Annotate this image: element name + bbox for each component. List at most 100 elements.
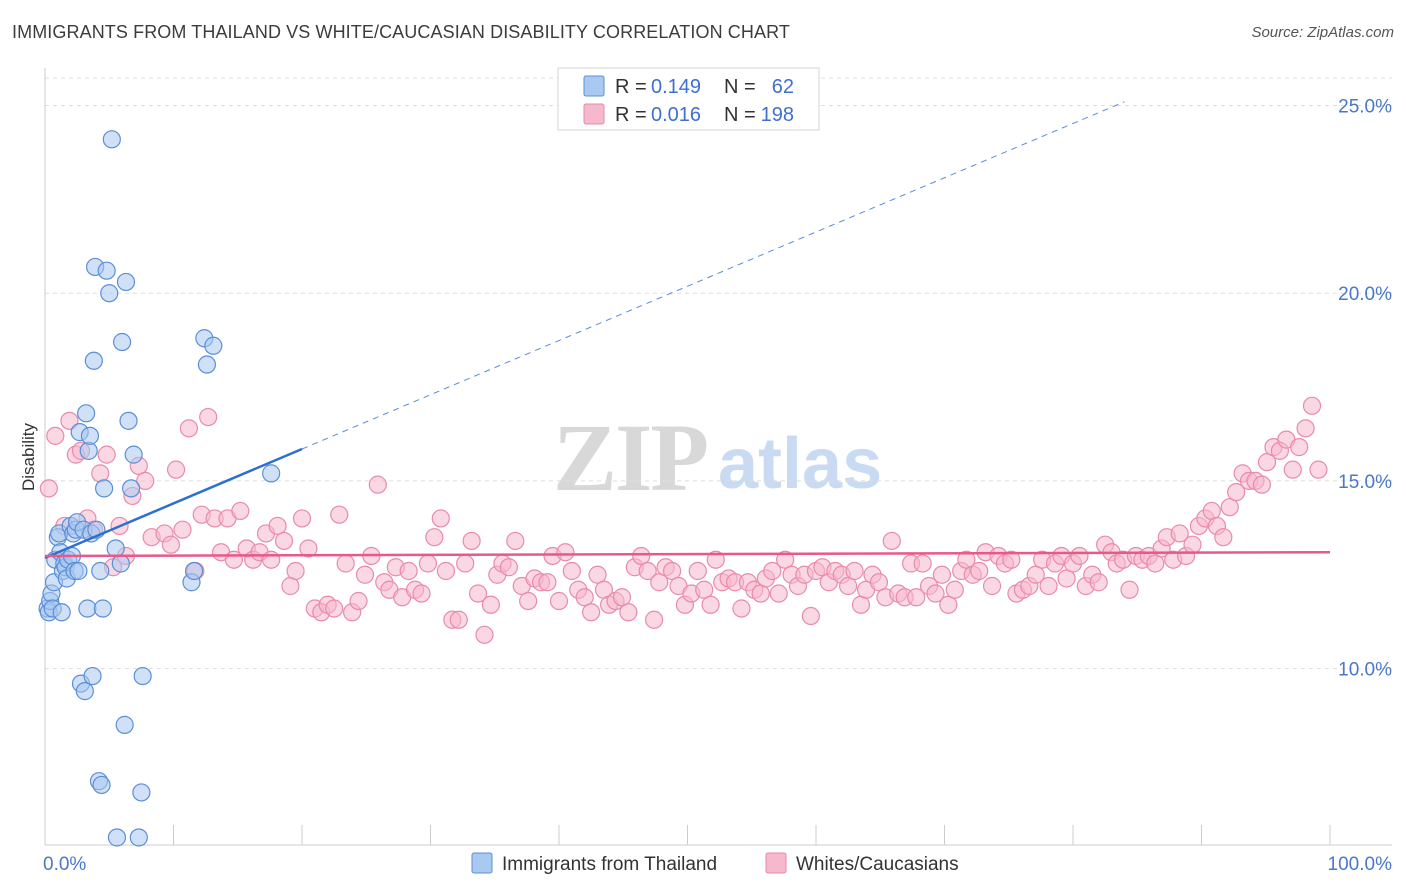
thailand-point-41 — [97, 261, 116, 280]
whites-point-40 — [299, 539, 318, 558]
whites-point-175 — [1146, 554, 1165, 573]
whites-point-179 — [1170, 524, 1189, 543]
whites-point-186 — [1214, 528, 1233, 547]
whites-point-65 — [456, 554, 475, 573]
thailand-point-28 — [78, 599, 97, 618]
thailand-point-54 — [132, 783, 151, 802]
y-tick-label-15: 15.0% — [1338, 472, 1392, 493]
whites-point-21 — [179, 419, 199, 438]
whites-point-35 — [268, 516, 287, 536]
whites-point-98 — [662, 561, 682, 581]
trend-line-thailand — [44, 447, 303, 559]
thailand-point-47 — [112, 332, 132, 352]
whites-point-96 — [650, 573, 669, 592]
whites-point-8 — [91, 464, 110, 483]
series-legend: Immigrants from Thailand Whites/Caucasia… — [471, 852, 959, 875]
thailand-point-39 — [93, 599, 112, 618]
whites-point-116 — [776, 550, 795, 569]
whites-point-152 — [1002, 550, 1021, 569]
whites-point-56 — [399, 561, 418, 581]
whites-point-131 — [869, 573, 889, 592]
series-legend-swatch-whites — [765, 852, 787, 874]
whites-point-201 — [1309, 460, 1328, 479]
thailand-point-29 — [79, 441, 98, 460]
whites-point-24 — [199, 407, 218, 427]
whites-point-127 — [845, 561, 864, 581]
legend-swatch-pink — [583, 103, 605, 125]
whites-point-149 — [982, 576, 1002, 596]
whites-point-36 — [274, 531, 294, 551]
y-axis-title: Disability — [19, 422, 38, 491]
thailand-point-49 — [116, 272, 136, 292]
thailand-point-48 — [115, 715, 134, 734]
legend-n-value-pink: 198 — [761, 104, 794, 126]
thailand-point-27 — [77, 404, 96, 423]
whites-point-59 — [418, 554, 438, 573]
source-credit: Source: ZipAtlas.com — [1251, 24, 1394, 41]
whites-point-141 — [932, 565, 952, 584]
whites-point-81 — [556, 543, 575, 562]
thailand-point-26 — [75, 682, 94, 701]
whites-point-85 — [582, 603, 601, 622]
y-tick-labels: 10.0% 15.0% 20.0% 25.0% — [1338, 97, 1392, 681]
correlation-legend: R = 0.149 N = 62 R = 0.016 N = 198 — [557, 67, 820, 131]
legend-r-label-blue: R = — [615, 76, 647, 98]
whites-point-82 — [562, 561, 581, 581]
whites-point-72 — [499, 558, 518, 577]
whites-point-37 — [281, 576, 300, 596]
thailand-point-55 — [133, 666, 152, 686]
whites-point-200 — [1302, 396, 1322, 415]
whites-point-58 — [412, 584, 431, 603]
whites-point-171 — [1120, 580, 1139, 599]
whites-point-126 — [839, 576, 858, 596]
whites-point-3 — [60, 411, 79, 430]
thailand-point-50 — [119, 411, 138, 430]
whites-point-192 — [1252, 475, 1271, 494]
whites-point-44 — [325, 599, 344, 618]
thailand-point-30 — [80, 426, 100, 445]
whites-point-115 — [769, 584, 788, 603]
whites-point-181 — [1183, 535, 1202, 554]
whites-point-1 — [46, 426, 65, 445]
legend-n-label-blue: N = — [724, 76, 756, 98]
whites-point-18 — [161, 535, 181, 554]
thailand-point-10 — [52, 603, 71, 622]
legend-swatch-blue — [583, 75, 605, 97]
whites-point-78 — [538, 573, 557, 592]
legend-n-label-pink: N = — [724, 104, 756, 126]
whites-point-60 — [425, 528, 444, 547]
whites-point-198 — [1290, 438, 1309, 457]
whites-point-103 — [695, 580, 714, 599]
thailand-point-57 — [184, 561, 204, 581]
whites-point-80 — [549, 591, 569, 611]
series-legend-swatch-thailand — [471, 852, 493, 874]
thailand-point-43 — [102, 130, 121, 149]
whites-point-193 — [1257, 453, 1277, 472]
thailand-point-51 — [121, 479, 141, 498]
whites-point-138 — [913, 554, 932, 573]
whites-point-120 — [801, 606, 820, 626]
whites-point-48 — [349, 591, 368, 611]
whites-point-142 — [939, 595, 958, 614]
whites-point-145 — [957, 550, 976, 569]
whites-point-86 — [588, 565, 607, 584]
whites-point-112 — [751, 584, 770, 603]
whites-point-29 — [231, 501, 250, 521]
whites-point-94 — [638, 561, 657, 581]
thailand-point-44 — [106, 539, 125, 558]
series-whites-caucasians — [39, 396, 1328, 644]
x-tick-label-max: 100.0% — [1328, 854, 1393, 875]
trend-line-thailand-extension — [301, 101, 1125, 450]
whites-point-66 — [462, 531, 481, 551]
thailand-point-60 — [204, 336, 223, 355]
whites-point-39 — [292, 509, 312, 528]
whites-point-147 — [970, 561, 989, 581]
whites-point-46 — [336, 554, 355, 573]
whites-point-68 — [475, 625, 494, 644]
whites-point-133 — [882, 531, 901, 551]
thailand-point-32 — [83, 666, 102, 686]
whites-point-187 — [1220, 498, 1239, 517]
whites-point-158 — [1039, 576, 1058, 596]
trend-line-whites — [44, 550, 1331, 558]
